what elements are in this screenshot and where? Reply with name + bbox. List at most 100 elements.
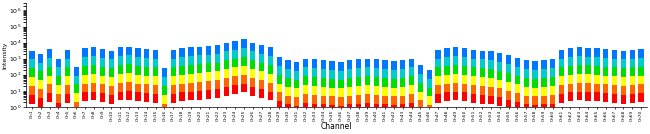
Y-axis label: Intensity: Intensity [3, 41, 8, 69]
Bar [285, 78, 291, 87]
Bar [320, 96, 326, 104]
Bar [320, 87, 326, 96]
Bar [550, 104, 556, 107]
Bar [83, 83, 88, 92]
Bar [47, 49, 52, 58]
Bar [347, 87, 352, 96]
Bar [91, 56, 96, 65]
Bar [29, 59, 34, 68]
Bar [197, 47, 202, 55]
Bar [612, 85, 618, 94]
Bar [118, 92, 123, 100]
Bar [621, 95, 626, 104]
Bar [91, 47, 96, 56]
Bar [471, 59, 476, 68]
Bar [224, 60, 229, 69]
Bar [568, 48, 573, 57]
Bar [532, 61, 538, 70]
Bar [471, 68, 476, 76]
Bar [214, 63, 220, 72]
Bar [488, 78, 493, 87]
Bar [436, 59, 441, 68]
Bar [303, 85, 308, 94]
Bar [374, 86, 379, 95]
Bar [577, 74, 582, 83]
Bar [259, 54, 264, 63]
Bar [83, 92, 88, 101]
Bar [550, 77, 556, 86]
Bar [153, 50, 158, 59]
Bar [188, 56, 194, 65]
Bar [568, 75, 573, 83]
Bar [391, 105, 396, 107]
Bar [347, 104, 352, 107]
Bar [65, 76, 70, 85]
Bar [118, 65, 123, 74]
Bar [568, 92, 573, 101]
Bar [471, 85, 476, 94]
Bar [409, 68, 414, 76]
Bar [630, 59, 635, 68]
Bar [285, 60, 291, 69]
Bar [400, 87, 406, 96]
Bar [541, 69, 547, 78]
Bar [365, 68, 370, 76]
Bar [391, 61, 396, 70]
Bar [153, 68, 158, 76]
Bar [214, 45, 220, 54]
Bar [206, 90, 211, 99]
Bar [153, 94, 158, 103]
Bar [586, 92, 591, 101]
Bar [382, 60, 387, 69]
Bar [83, 48, 88, 57]
Bar [532, 79, 538, 88]
Bar [38, 98, 44, 107]
Bar [338, 88, 344, 97]
Bar [541, 104, 547, 107]
Bar [418, 100, 423, 107]
Bar [312, 77, 317, 86]
Bar [524, 87, 529, 96]
Bar [47, 67, 52, 75]
Bar [303, 94, 308, 103]
Bar [480, 51, 485, 59]
Bar [550, 59, 556, 68]
Bar [586, 48, 591, 57]
Bar [365, 103, 370, 107]
Bar [206, 64, 211, 72]
Bar [162, 104, 167, 107]
Bar [179, 66, 185, 75]
Bar [524, 60, 529, 69]
Bar [56, 59, 61, 68]
Bar [320, 60, 326, 69]
Bar [541, 87, 547, 96]
Bar [276, 57, 282, 66]
Bar [444, 48, 450, 57]
Bar [83, 57, 88, 66]
Bar [559, 50, 564, 59]
Bar [135, 48, 140, 57]
Bar [127, 73, 132, 82]
Bar [382, 87, 387, 96]
Bar [426, 88, 432, 96]
Bar [541, 78, 547, 87]
Bar [453, 74, 458, 83]
Bar [162, 68, 167, 77]
Bar [506, 82, 512, 91]
Bar [586, 65, 591, 74]
Bar [268, 92, 273, 100]
Bar [621, 77, 626, 86]
Bar [330, 79, 335, 88]
Bar [268, 74, 273, 83]
Bar [426, 105, 432, 107]
Bar [630, 50, 635, 59]
Bar [206, 46, 211, 55]
Bar [338, 97, 344, 106]
Bar [73, 93, 79, 102]
Bar [65, 59, 70, 68]
Bar [594, 66, 599, 75]
Bar [497, 97, 502, 106]
Bar [594, 75, 599, 83]
Bar [480, 95, 485, 104]
Bar [550, 95, 556, 104]
